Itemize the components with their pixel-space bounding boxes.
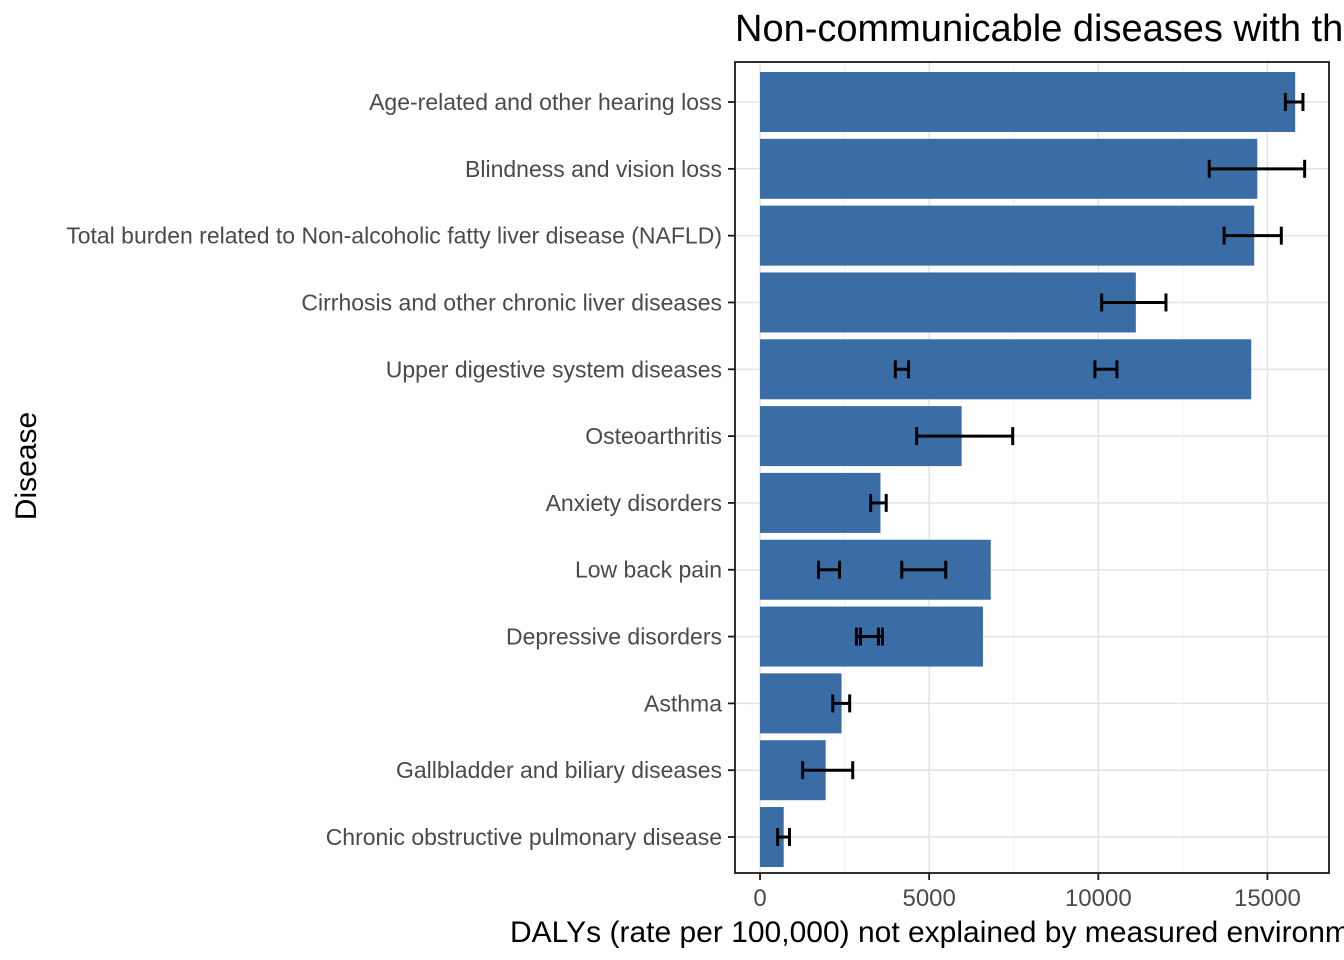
x-tick-label: 15000 <box>1234 885 1301 912</box>
category-label: Chronic obstructive pulmonary disease <box>326 824 722 850</box>
category-label: Gallbladder and biliary diseases <box>396 757 722 783</box>
category-label: Total burden related to Non-alcoholic fa… <box>66 223 722 249</box>
x-axis-title: DALYs (rate per 100,000) not explained b… <box>510 916 1344 949</box>
x-tick-label: 0 <box>753 885 766 912</box>
bar <box>760 472 881 533</box>
category-label: Asthma <box>644 690 722 716</box>
bar <box>760 673 842 734</box>
y-axis-title: Disease <box>10 411 43 521</box>
bar <box>760 72 1296 132</box>
panel-border <box>734 61 1330 874</box>
chart-title: Non-communicable diseases with the g <box>735 8 1344 50</box>
bar <box>760 539 991 600</box>
category-label: Upper digestive system diseases <box>386 356 722 382</box>
bar <box>760 339 1252 400</box>
bar <box>760 138 1258 199</box>
bar <box>760 205 1255 266</box>
category-label: Depressive disorders <box>506 624 722 650</box>
bar <box>760 807 784 868</box>
x-tick-label: 10000 <box>1065 885 1132 912</box>
x-tick-label: 5000 <box>902 885 955 912</box>
bar <box>760 272 1136 333</box>
category-label: Age-related and other hearing loss <box>369 89 722 115</box>
category-label: Cirrhosis and other chronic liver diseas… <box>301 289 722 315</box>
category-label: Blindness and vision loss <box>465 156 722 182</box>
category-label: Low back pain <box>575 557 722 583</box>
category-label: Osteoarthritis <box>585 423 722 449</box>
category-label: Anxiety disorders <box>546 490 722 516</box>
